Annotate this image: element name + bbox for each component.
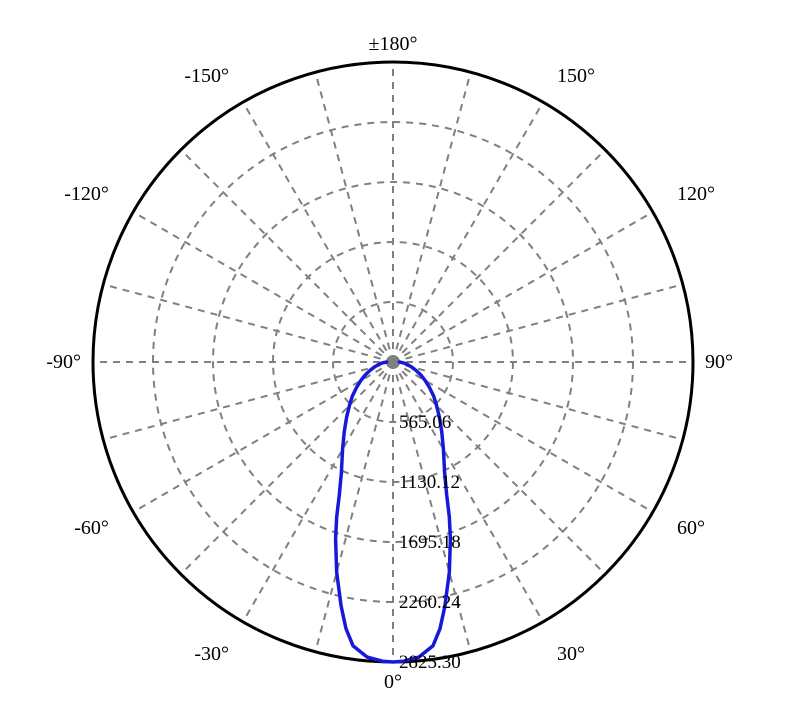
radial-label: 2825.30: [399, 652, 461, 673]
angle-label: -90°: [46, 351, 81, 373]
angle-label: -150°: [184, 65, 229, 87]
angle-label: 30°: [557, 643, 585, 665]
angle-label: -60°: [74, 517, 109, 539]
polar-chart-svg: 565.06 1130.12 1695.18 2260.24 2825.30 ±180° -…: [0, 0, 786, 723]
radial-label: 1130.12: [399, 472, 460, 493]
radial-label: 1695.18: [399, 532, 461, 553]
angle-label: 120°: [677, 183, 715, 205]
angle-label: -120°: [64, 183, 109, 205]
angle-label: 150°: [557, 65, 595, 87]
polar-chart: 565.06 1130.12 1695.18 2260.24 2825.30 ±180° -…: [0, 0, 786, 723]
angle-label: 90°: [705, 351, 733, 373]
radial-label: 565.06: [399, 412, 451, 433]
radial-label: 2260.24: [399, 592, 461, 613]
angle-label: ±180°: [369, 33, 418, 55]
angle-label: -30°: [194, 643, 229, 665]
angle-label: 0°: [384, 671, 402, 693]
angle-label: 60°: [677, 517, 705, 539]
